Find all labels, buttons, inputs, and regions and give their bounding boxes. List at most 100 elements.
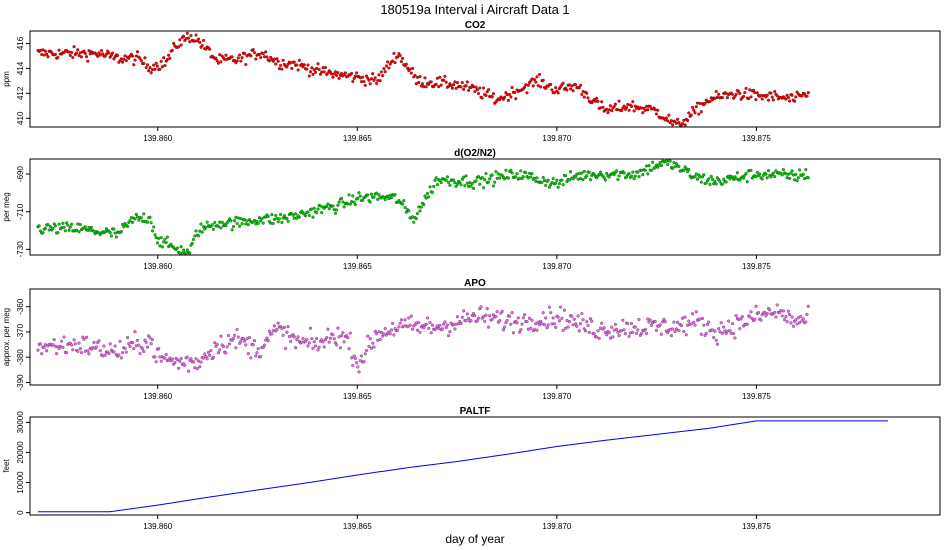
data-point-o2n2	[707, 177, 711, 181]
data-point-co2	[667, 113, 671, 117]
data-point-co2	[631, 100, 635, 104]
data-point-o2n2	[758, 172, 762, 176]
data-point-co2	[216, 61, 220, 65]
data-point-co2	[387, 66, 391, 70]
data-point-apo	[448, 330, 452, 334]
data-point-co2	[290, 66, 294, 71]
data-point-o2n2	[356, 196, 360, 200]
data-point-o2n2	[780, 173, 784, 177]
data-point-co2	[135, 50, 140, 54]
data-point-apo	[247, 336, 252, 340]
data-point-o2n2	[191, 237, 196, 242]
data-point-apo	[55, 352, 59, 356]
data-point-apo	[328, 336, 332, 340]
data-point-o2n2	[185, 248, 189, 252]
data-point-co2	[586, 96, 590, 100]
data-point-o2n2	[374, 191, 379, 195]
data-point-o2n2	[357, 191, 361, 195]
data-point-co2	[415, 75, 420, 79]
data-point-co2	[681, 121, 685, 126]
data-point-apo	[285, 330, 289, 334]
data-point-co2	[56, 55, 60, 60]
data-point-o2n2	[514, 175, 518, 179]
data-point-co2	[596, 99, 600, 103]
data-point-co2	[238, 53, 242, 57]
data-point-o2n2	[636, 170, 640, 174]
data-point-co2	[643, 108, 647, 112]
data-point-apo	[488, 314, 492, 318]
data-point-o2n2	[286, 219, 290, 223]
data-point-apo	[317, 345, 321, 349]
data-point-co2	[442, 78, 446, 82]
data-point-apo	[332, 337, 336, 341]
data-point-apo	[580, 312, 584, 316]
data-point-co2	[53, 52, 57, 56]
data-point-apo	[348, 331, 352, 335]
y-tick-label-paltf: 30000	[16, 411, 25, 434]
data-point-apo	[335, 343, 339, 347]
data-point-co2	[793, 99, 797, 103]
data-point-o2n2	[710, 177, 715, 181]
data-point-o2n2	[126, 224, 130, 229]
data-point-apo	[727, 319, 731, 323]
data-point-apo	[429, 331, 433, 335]
data-point-o2n2	[418, 209, 422, 213]
data-point-co2	[252, 51, 257, 55]
data-point-o2n2	[630, 174, 634, 178]
data-point-o2n2	[260, 217, 264, 221]
data-point-o2n2	[749, 168, 753, 172]
data-point-o2n2	[687, 167, 691, 171]
data-point-o2n2	[633, 174, 637, 178]
data-point-o2n2	[331, 204, 335, 208]
data-point-o2n2	[149, 221, 153, 225]
data-point-apo	[101, 354, 105, 358]
data-point-apo	[131, 341, 135, 345]
panel-title-paltf: PALTF	[460, 406, 491, 417]
data-point-co2	[308, 70, 313, 74]
data-point-apo	[683, 315, 687, 319]
data-point-co2	[759, 93, 763, 98]
data-point-apo	[346, 336, 350, 340]
data-point-o2n2	[582, 169, 586, 173]
data-point-apo	[748, 315, 752, 319]
data-point-apo	[157, 347, 161, 351]
data-point-co2	[249, 54, 253, 58]
data-point-apo	[781, 309, 785, 313]
data-point-apo	[453, 327, 457, 331]
data-point-o2n2	[616, 177, 620, 182]
data-point-apo	[572, 317, 576, 321]
data-point-apo	[84, 335, 89, 339]
data-point-co2	[508, 92, 512, 97]
data-point-apo	[275, 327, 279, 331]
data-point-o2n2	[216, 224, 220, 228]
panel-title-apo: APO	[464, 278, 486, 289]
data-point-apo	[592, 332, 596, 336]
data-point-apo	[145, 345, 150, 349]
data-point-co2	[806, 91, 810, 95]
data-point-co2	[539, 85, 543, 89]
x-tick-label-paltf: 139.865	[343, 522, 372, 531]
data-point-o2n2	[57, 222, 61, 226]
data-point-co2	[240, 56, 244, 60]
data-point-o2n2	[718, 179, 722, 183]
data-point-o2n2	[190, 241, 194, 245]
data-point-co2	[86, 59, 90, 63]
data-point-apo	[342, 340, 346, 344]
data-point-apo	[469, 319, 473, 323]
data-point-apo	[694, 310, 698, 314]
data-point-apo	[231, 336, 235, 341]
data-point-co2	[513, 90, 517, 95]
data-point-apo	[521, 316, 525, 320]
data-point-o2n2	[804, 168, 808, 172]
data-point-o2n2	[297, 215, 301, 219]
data-point-co2	[143, 56, 147, 60]
data-point-co2	[714, 89, 718, 94]
x-tick-label-paltf: 139.860	[143, 522, 172, 531]
data-point-apo	[82, 337, 86, 341]
data-point-apo	[628, 331, 632, 335]
data-point-apo	[266, 339, 270, 343]
data-point-o2n2	[704, 181, 708, 185]
data-point-co2	[686, 118, 690, 123]
data-point-co2	[481, 86, 486, 90]
data-point-o2n2	[282, 214, 286, 218]
